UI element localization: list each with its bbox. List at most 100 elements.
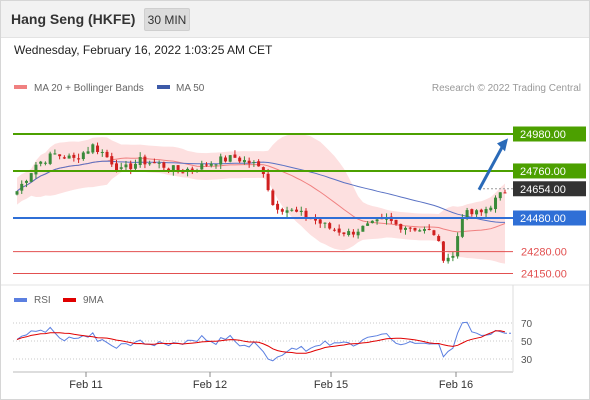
header-bar: Hang Seng (HKFE) 30 MIN [1, 1, 589, 38]
x-tick-label: Feb 11 [69, 379, 102, 391]
ma50-legend-label: MA 50 [176, 83, 205, 94]
target-arrow [477, 146, 504, 191]
candle-body [77, 158, 81, 160]
rsi-tick-label: 30 [521, 355, 533, 366]
candle-body [271, 190, 275, 205]
candle-body [233, 154, 237, 158]
candle-body [62, 157, 66, 159]
timeframe-button[interactable]: 30 MIN [144, 8, 190, 31]
candle-body [48, 153, 52, 164]
resistance-value: 24980.00 [520, 129, 566, 141]
candle-body [366, 223, 370, 226]
candle-body [356, 231, 360, 236]
price-plot [15, 134, 507, 264]
timestamp: Wednesday, February 16, 2022 1:03:25 AM … [14, 43, 273, 57]
candle-body [328, 223, 332, 229]
candle-body [257, 161, 261, 167]
rsi-legend-label: RSI [34, 295, 51, 306]
rsi-ma-legend-swatch [63, 298, 76, 302]
candle-body [209, 163, 213, 166]
current-price-value: 24654.00 [520, 184, 566, 196]
candle-body [43, 162, 47, 164]
resistance-box [513, 126, 586, 142]
candle-body [105, 151, 109, 158]
candle-body [313, 218, 317, 221]
candle-body [280, 209, 284, 212]
candle-body [370, 220, 374, 224]
candle-body [394, 219, 398, 225]
candle-body [20, 183, 24, 191]
ma20-legend-label: MA 20 + Bollinger Bands [34, 83, 144, 94]
instrument-title: Hang Seng (HKFE) [11, 11, 136, 27]
time-axis: Feb 11 Feb 12 Feb 15 Feb 16 [13, 285, 514, 391]
candle-body [214, 164, 218, 166]
candle-body [470, 209, 474, 215]
candle-body [323, 222, 327, 224]
candle-body [465, 210, 469, 218]
candle-body [375, 219, 379, 222]
candle-body [200, 163, 204, 170]
candle-body [247, 160, 251, 164]
candle-body [129, 163, 133, 170]
candle-body [190, 168, 194, 170]
candle-body [432, 230, 436, 236]
candle-body [318, 219, 322, 224]
candle-body [67, 155, 71, 159]
current-price-tag: 24654.00 [513, 181, 586, 197]
candle-body [427, 228, 431, 230]
candle-body [413, 227, 417, 231]
ma50-legend-swatch [157, 85, 170, 89]
candle-body [503, 192, 507, 194]
candle-body [242, 160, 246, 163]
candle-body [34, 164, 38, 175]
candle-body [167, 168, 171, 171]
candle-body [451, 255, 455, 258]
candle-body [404, 227, 408, 230]
candle-body [219, 156, 223, 165]
candle-body [437, 236, 441, 242]
candle-body [81, 152, 85, 160]
candle-body [114, 163, 118, 171]
rsi-legend-swatch [14, 298, 27, 302]
candle-body [72, 154, 76, 158]
ma20-legend-swatch [14, 85, 27, 89]
x-tick-label: Feb 12 [193, 379, 227, 391]
candle-body [148, 163, 152, 165]
candle-body [39, 161, 43, 164]
candle-body [484, 209, 488, 214]
level-lines: 24980.00 24760.00 24654.00 24480.00 24280.00… [13, 126, 586, 280]
candle-body [119, 167, 123, 169]
candle-body [100, 151, 104, 153]
rsi-tick-label: 70 [521, 319, 533, 330]
candle-body [205, 164, 209, 166]
candle-body [498, 192, 502, 199]
level-label: 24280.00 [521, 247, 567, 259]
candle-body [53, 153, 57, 155]
candle-body [176, 165, 180, 172]
rsi-plot: 70 50 30 [13, 319, 533, 366]
candle-body [361, 225, 365, 232]
candle-body [422, 229, 426, 231]
candle-body [96, 145, 100, 152]
candle-body [351, 231, 355, 235]
candle-body [347, 231, 351, 235]
candle-body [252, 162, 256, 164]
bollinger-band [17, 134, 505, 264]
rsi-ma-legend-label: 9MA [83, 295, 104, 306]
candle-body [157, 162, 161, 164]
candle-body [337, 228, 341, 233]
support-box [513, 210, 586, 226]
candle-body [15, 191, 19, 195]
x-tick-label: Feb 15 [314, 379, 348, 391]
candle-body [460, 218, 464, 237]
candle-body [162, 162, 166, 168]
rsi-ma-line [16, 330, 506, 354]
candle-body [86, 151, 90, 154]
level-label: 24150.00 [521, 268, 567, 280]
candle-body [399, 223, 403, 230]
resistance-value: 24760.00 [520, 166, 566, 178]
candle-body [408, 227, 412, 229]
rsi-tick-label: 50 [521, 337, 533, 348]
